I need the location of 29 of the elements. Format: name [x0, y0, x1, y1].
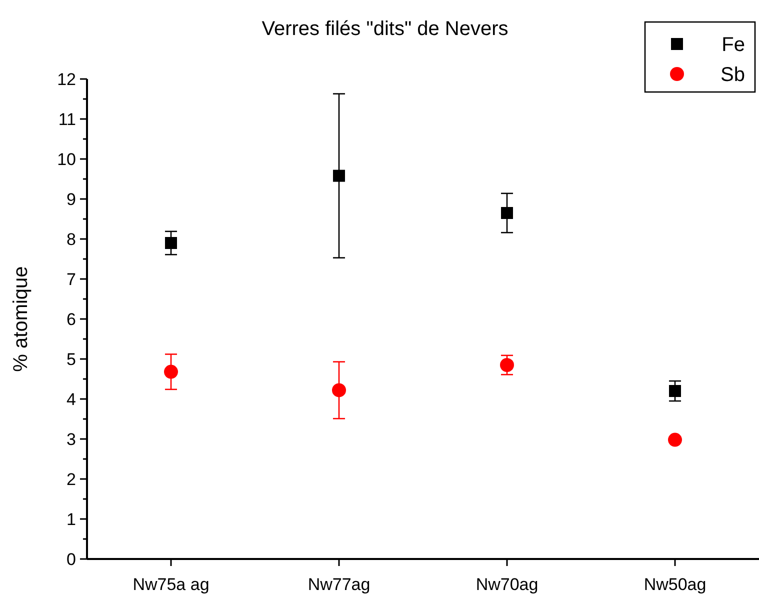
chart-title: Verres filés "dits" de Nevers [262, 18, 508, 40]
y-tick-label: 0 [66, 550, 76, 569]
point [164, 364, 178, 379]
y-tick-label: 6 [66, 310, 76, 329]
y-tick-label: 11 [58, 110, 76, 129]
y-tick-label: 2 [66, 470, 76, 489]
y-tick-label: 8 [66, 230, 76, 249]
point [332, 383, 346, 398]
y-tick-label: 7 [66, 270, 76, 289]
y-tick-label: 5 [66, 350, 76, 369]
point [500, 358, 514, 372]
y-tick-label: 9 [66, 190, 76, 209]
x-tick-label: Nw70ag [476, 575, 538, 594]
legend-label: Fe [722, 34, 745, 56]
point [333, 170, 345, 182]
y-tick-label: 4 [66, 390, 76, 409]
point [165, 237, 177, 249]
y-tick-label: 3 [66, 430, 76, 449]
x-tick-label: Nw75a ag [132, 575, 210, 594]
point [669, 385, 681, 397]
point [668, 432, 682, 447]
y-tick-label: 12 [57, 70, 76, 89]
x-tick-label: Nw50ag [644, 575, 706, 594]
y-axis-title: % atomique [10, 266, 32, 372]
y-tick-label: 10 [57, 150, 76, 169]
x-tick-label: Nw77ag [308, 575, 370, 594]
y-tick-label: 1 [66, 510, 76, 529]
legend-label: Sb [720, 64, 745, 86]
point [501, 207, 513, 219]
